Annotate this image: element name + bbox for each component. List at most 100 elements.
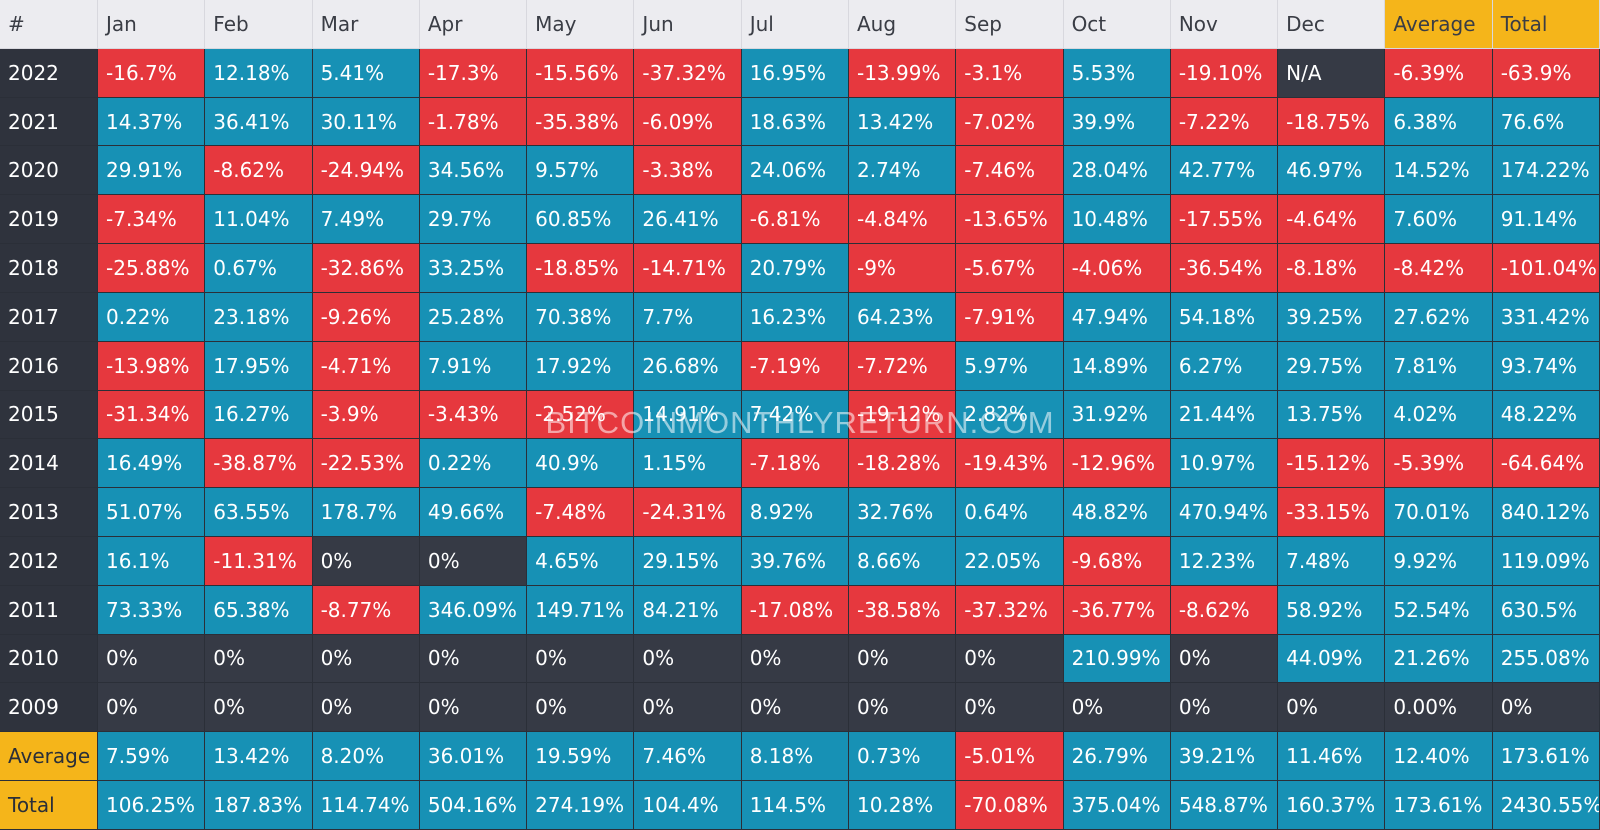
return-cell: 173.61% [1385, 781, 1493, 830]
return-cell: -36.54% [1170, 244, 1279, 293]
return-cell: 8.18% [741, 732, 849, 781]
return-cell: -3.9% [312, 390, 420, 440]
return-cell: 17.95% [205, 341, 313, 391]
return-cell: -15.56% [527, 48, 635, 98]
return-cell: 0% [741, 634, 849, 684]
return-cell: -31.34% [98, 390, 206, 440]
return-cell: -63.9% [1492, 48, 1600, 98]
return-cell: 0.22% [419, 439, 528, 489]
column-header: Jan [98, 0, 206, 49]
return-cell: -8.62% [1170, 585, 1279, 635]
return-cell: 84.21% [634, 585, 742, 635]
return-cell: -35.38% [527, 97, 635, 147]
return-cell: 42.77% [1170, 146, 1279, 196]
return-cell: 39.21% [1170, 732, 1279, 781]
return-cell: 0% [419, 634, 528, 684]
column-header: Jun [634, 0, 742, 49]
return-cell: 49.66% [419, 488, 528, 537]
return-cell: 93.74% [1492, 341, 1600, 391]
return-cell: 0% [1170, 683, 1279, 733]
return-cell: 0% [848, 683, 957, 733]
return-cell: 26.79% [1063, 732, 1171, 781]
return-cell: 2.74% [848, 146, 957, 196]
return-cell: 0% [1492, 683, 1600, 733]
return-cell: 8.92% [741, 488, 849, 537]
row-header: 2014 [0, 439, 98, 489]
return-cell: -17.08% [741, 585, 849, 635]
return-cell: -4.84% [848, 195, 957, 245]
return-cell: 9.57% [527, 146, 635, 196]
return-cell: 16.27% [205, 390, 313, 440]
return-cell: 14.37% [98, 97, 206, 147]
return-cell: 7.48% [1278, 536, 1386, 586]
return-cell: 0% [741, 683, 849, 733]
return-cell: 178.7% [312, 488, 420, 537]
return-cell: 21.44% [1170, 390, 1279, 440]
return-cell: 52.54% [1385, 585, 1493, 635]
return-cell: 375.04% [1063, 781, 1171, 830]
row-header: 2020 [0, 146, 98, 196]
return-cell: -15.12% [1278, 439, 1386, 489]
return-cell: 36.01% [419, 732, 528, 781]
return-cell: -13.99% [848, 48, 957, 98]
return-cell: -13.98% [98, 341, 206, 391]
return-cell: 7.42% [741, 390, 849, 440]
return-cell: 173.61% [1492, 732, 1600, 781]
return-cell: 0% [419, 683, 528, 733]
return-cell: -7.46% [956, 146, 1064, 196]
return-cell: -24.31% [634, 488, 742, 537]
return-cell: 16.49% [98, 439, 206, 489]
return-cell: 19.59% [527, 732, 635, 781]
return-cell: 0.64% [956, 488, 1064, 537]
return-cell: 8.20% [312, 732, 420, 781]
return-cell: -7.34% [98, 195, 206, 245]
return-cell: 34.56% [419, 146, 528, 196]
return-cell: 274.19% [527, 781, 635, 830]
return-cell: 47.94% [1063, 292, 1171, 342]
return-cell: 30.11% [312, 97, 420, 147]
return-cell: 29.15% [634, 536, 742, 586]
return-cell: 51.07% [98, 488, 206, 537]
return-cell: 0% [98, 683, 206, 733]
row-header: 2017 [0, 292, 98, 342]
row-header: 2013 [0, 488, 98, 537]
return-cell: 114.5% [741, 781, 849, 830]
return-cell: 174.22% [1492, 146, 1600, 196]
return-cell: 6.27% [1170, 341, 1279, 391]
column-header: Oct [1063, 0, 1171, 49]
column-header: Sep [956, 0, 1064, 49]
return-cell: 0.00% [1385, 683, 1493, 733]
return-cell: 64.23% [848, 292, 957, 342]
return-cell: 39.25% [1278, 292, 1386, 342]
return-cell: 0.73% [848, 732, 957, 781]
row-header: 2019 [0, 195, 98, 245]
return-cell: 23.18% [205, 292, 313, 342]
return-cell: -101.04% [1492, 244, 1600, 293]
return-cell: 0% [205, 634, 313, 684]
return-cell: -7.91% [956, 292, 1064, 342]
return-cell: -18.28% [848, 439, 957, 489]
return-cell: 9.92% [1385, 536, 1493, 586]
return-cell: 22.05% [956, 536, 1064, 586]
column-header: Average [1385, 0, 1493, 49]
column-header: # [0, 0, 98, 49]
row-header: 2016 [0, 341, 98, 391]
row-header: 2009 [0, 683, 98, 733]
return-cell: 210.99% [1063, 634, 1171, 684]
return-cell: 58.92% [1278, 585, 1386, 635]
return-cell: 36.41% [205, 97, 313, 147]
return-cell: 12.18% [205, 48, 313, 98]
return-cell: 10.28% [848, 781, 957, 830]
return-cell: 48.82% [1063, 488, 1171, 537]
return-cell: 21.26% [1385, 634, 1493, 684]
column-header: Aug [848, 0, 957, 49]
return-cell: 0% [527, 634, 635, 684]
return-cell: 27.62% [1385, 292, 1493, 342]
return-cell: 0% [312, 683, 420, 733]
return-cell: 16.1% [98, 536, 206, 586]
return-cell: -24.94% [312, 146, 420, 196]
return-cell: -17.55% [1170, 195, 1279, 245]
return-cell: 28.04% [1063, 146, 1171, 196]
return-cell: 630.5% [1492, 585, 1600, 635]
